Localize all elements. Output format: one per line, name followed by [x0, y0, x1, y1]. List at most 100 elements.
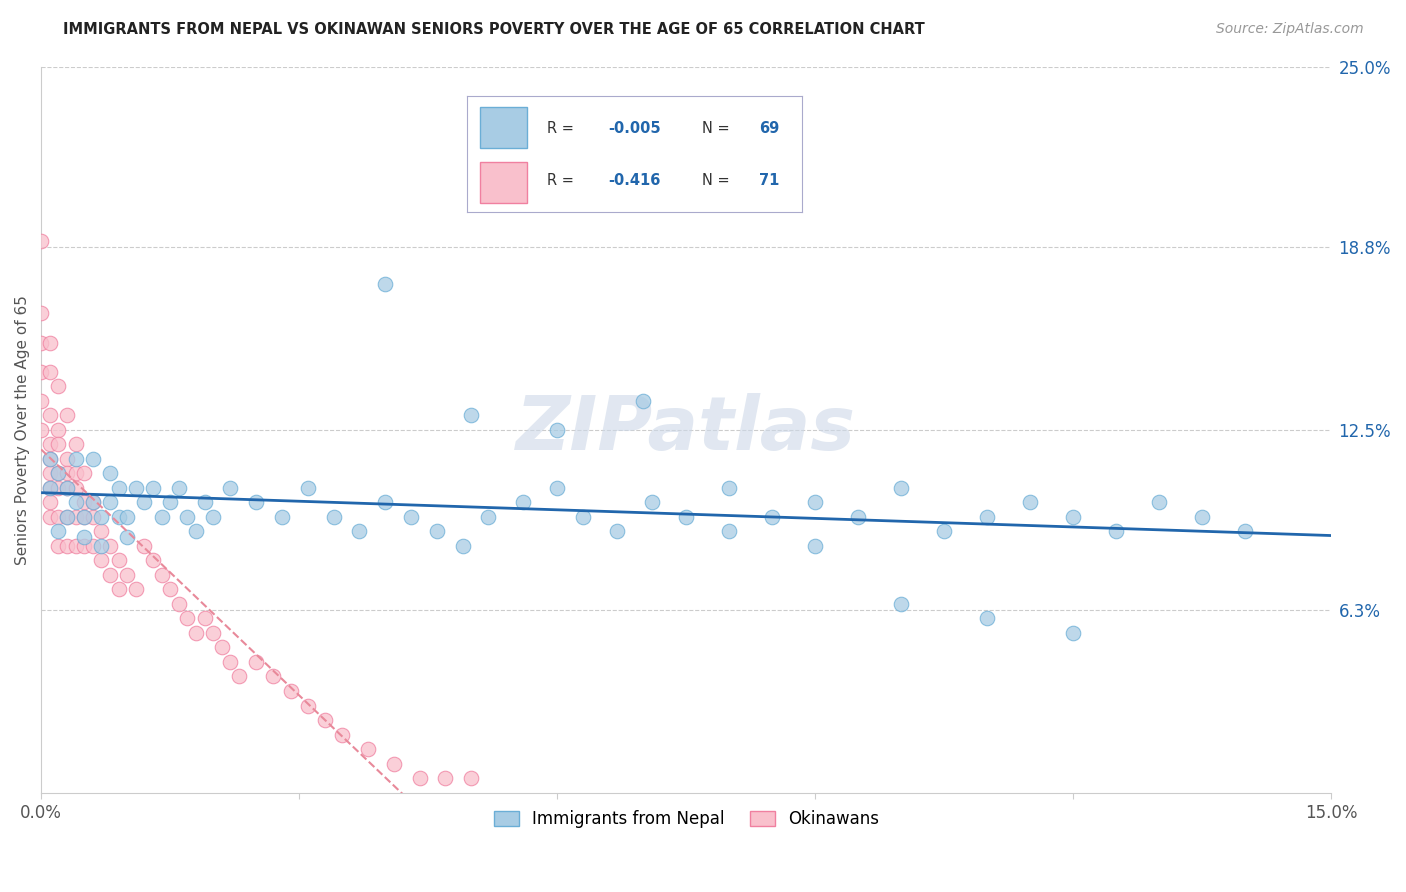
- Point: [193, 611, 215, 625]
- Point: [30, 393, 52, 408]
- Point: [46, 539, 69, 553]
- Point: [271, 509, 294, 524]
- Point: [349, 524, 371, 539]
- Point: [82, 539, 104, 553]
- Point: [46, 423, 69, 437]
- Point: [38, 481, 60, 495]
- Point: [73, 509, 96, 524]
- Point: [976, 611, 998, 625]
- Point: [675, 509, 697, 524]
- Point: [90, 509, 112, 524]
- Point: [245, 655, 267, 669]
- Point: [460, 771, 482, 785]
- Point: [125, 582, 148, 597]
- Point: [219, 655, 242, 669]
- Point: [73, 530, 96, 544]
- Point: [718, 524, 741, 539]
- Point: [426, 524, 449, 539]
- Point: [56, 509, 79, 524]
- Point: [38, 437, 60, 451]
- Point: [38, 451, 60, 466]
- Point: [357, 742, 380, 756]
- Point: [460, 408, 482, 422]
- Point: [374, 277, 396, 292]
- Point: [65, 451, 87, 466]
- Point: [546, 423, 568, 437]
- Point: [280, 684, 302, 698]
- Point: [150, 509, 173, 524]
- Point: [399, 509, 422, 524]
- Point: [297, 698, 319, 713]
- Point: [38, 466, 60, 480]
- Point: [98, 567, 121, 582]
- Text: ZIPatlas: ZIPatlas: [516, 393, 856, 467]
- Point: [46, 481, 69, 495]
- Point: [46, 466, 69, 480]
- Point: [846, 509, 869, 524]
- Point: [65, 509, 87, 524]
- Point: [408, 771, 430, 785]
- Point: [90, 524, 112, 539]
- Point: [142, 481, 165, 495]
- Point: [1019, 495, 1042, 509]
- Point: [382, 756, 405, 771]
- Point: [211, 640, 233, 655]
- Legend: Immigrants from Nepal, Okinawans: Immigrants from Nepal, Okinawans: [486, 804, 886, 835]
- Point: [30, 306, 52, 320]
- Point: [30, 234, 52, 248]
- Point: [65, 437, 87, 451]
- Point: [167, 481, 190, 495]
- Point: [82, 451, 104, 466]
- Point: [184, 626, 207, 640]
- Point: [330, 728, 353, 742]
- Point: [107, 582, 129, 597]
- Point: [184, 524, 207, 539]
- Point: [38, 335, 60, 350]
- Point: [73, 509, 96, 524]
- Point: [934, 524, 956, 539]
- Point: [46, 437, 69, 451]
- Point: [451, 539, 474, 553]
- Point: [98, 495, 121, 509]
- Point: [56, 481, 79, 495]
- Text: Source: ZipAtlas.com: Source: ZipAtlas.com: [1216, 22, 1364, 37]
- Point: [30, 365, 52, 379]
- Point: [65, 495, 87, 509]
- Point: [804, 495, 827, 509]
- Point: [297, 481, 319, 495]
- Point: [73, 495, 96, 509]
- Point: [142, 553, 165, 567]
- Point: [38, 408, 60, 422]
- Point: [512, 495, 534, 509]
- Point: [1234, 524, 1257, 539]
- Point: [193, 495, 215, 509]
- Point: [176, 509, 198, 524]
- Point: [107, 509, 129, 524]
- Point: [546, 481, 568, 495]
- Point: [374, 495, 396, 509]
- Point: [477, 509, 499, 524]
- Point: [56, 451, 79, 466]
- Point: [56, 481, 79, 495]
- Text: IMMIGRANTS FROM NEPAL VS OKINAWAN SENIORS POVERTY OVER THE AGE OF 65 CORRELATION: IMMIGRANTS FROM NEPAL VS OKINAWAN SENIOR…: [63, 22, 925, 37]
- Point: [107, 553, 129, 567]
- Point: [107, 481, 129, 495]
- Point: [65, 481, 87, 495]
- Point: [98, 539, 121, 553]
- Point: [73, 466, 96, 480]
- Point: [65, 539, 87, 553]
- Point: [434, 771, 457, 785]
- Point: [82, 509, 104, 524]
- Point: [322, 509, 344, 524]
- Point: [167, 597, 190, 611]
- Point: [125, 481, 148, 495]
- Y-axis label: Seniors Poverty Over the Age of 65: Seniors Poverty Over the Age of 65: [15, 294, 30, 565]
- Point: [1062, 509, 1084, 524]
- Point: [176, 611, 198, 625]
- Point: [115, 509, 138, 524]
- Point: [30, 423, 52, 437]
- Point: [56, 539, 79, 553]
- Point: [115, 567, 138, 582]
- Point: [159, 582, 181, 597]
- Point: [219, 481, 242, 495]
